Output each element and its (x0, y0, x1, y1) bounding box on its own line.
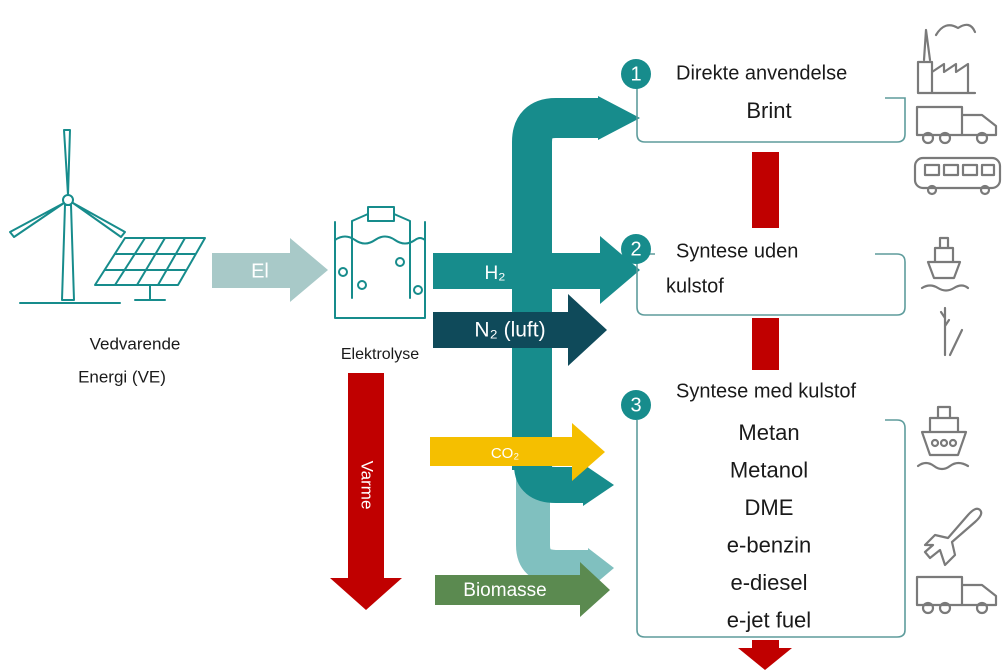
product: DME (745, 495, 794, 520)
product-list: Metan Metanol DME e-benzin e-diesel e-jet fue… (727, 420, 811, 633)
solar-panel-icon (95, 238, 205, 300)
n2-label: N₂ (luft) (474, 319, 545, 342)
pipe (532, 118, 600, 470)
badge-number: 2 (630, 238, 641, 260)
box (637, 420, 905, 637)
badge-number: 3 (630, 394, 641, 416)
product: Metan (738, 420, 799, 445)
truck-icon (917, 107, 996, 143)
diagram: Vedvarende Energi (VE) El Elektrolyse H₂… (0, 0, 1006, 670)
electrolysis-label: Elektrolyse (341, 346, 419, 363)
co2-label: CO₂ (491, 445, 520, 462)
biomass-label: Biomasse (463, 580, 546, 601)
down-arrow (738, 640, 792, 670)
plane-icon (925, 509, 981, 565)
connector (752, 318, 779, 370)
product: e-jet fuel (727, 607, 811, 632)
ship-icon (922, 238, 968, 291)
arrow-head (583, 464, 614, 506)
el-label: El (251, 260, 269, 282)
el-arrow (212, 238, 328, 302)
output-title: Syntese uden (676, 240, 798, 262)
product: Brint (746, 98, 791, 123)
output-title: Syntese med kulstof (676, 380, 857, 402)
page: {"source": {"label_lines": ["Vedvarende"… (0, 0, 1006, 670)
product: e-diesel (730, 570, 807, 595)
product: e-benzin (727, 532, 811, 557)
output-title: kulstof (666, 275, 724, 297)
source-label: Vedvarende (90, 334, 181, 353)
grain-icon (941, 308, 962, 355)
product: Metanol (730, 457, 808, 482)
ship-icon (918, 407, 968, 469)
badge-number: 1 (630, 63, 641, 85)
h2-label: H₂ (484, 263, 505, 284)
arrow-head (598, 96, 640, 140)
connector (752, 152, 779, 228)
factory-icon (918, 25, 975, 93)
electrolyzer-icon (335, 207, 425, 318)
truck-icon (917, 577, 996, 613)
bus-icon (915, 158, 1000, 194)
wind-turbine-icon (10, 130, 125, 303)
output-title: Direkte anvendelse (676, 62, 847, 84)
source-label: Energi (VE) (78, 367, 166, 386)
heat-label: Varme (358, 461, 377, 510)
